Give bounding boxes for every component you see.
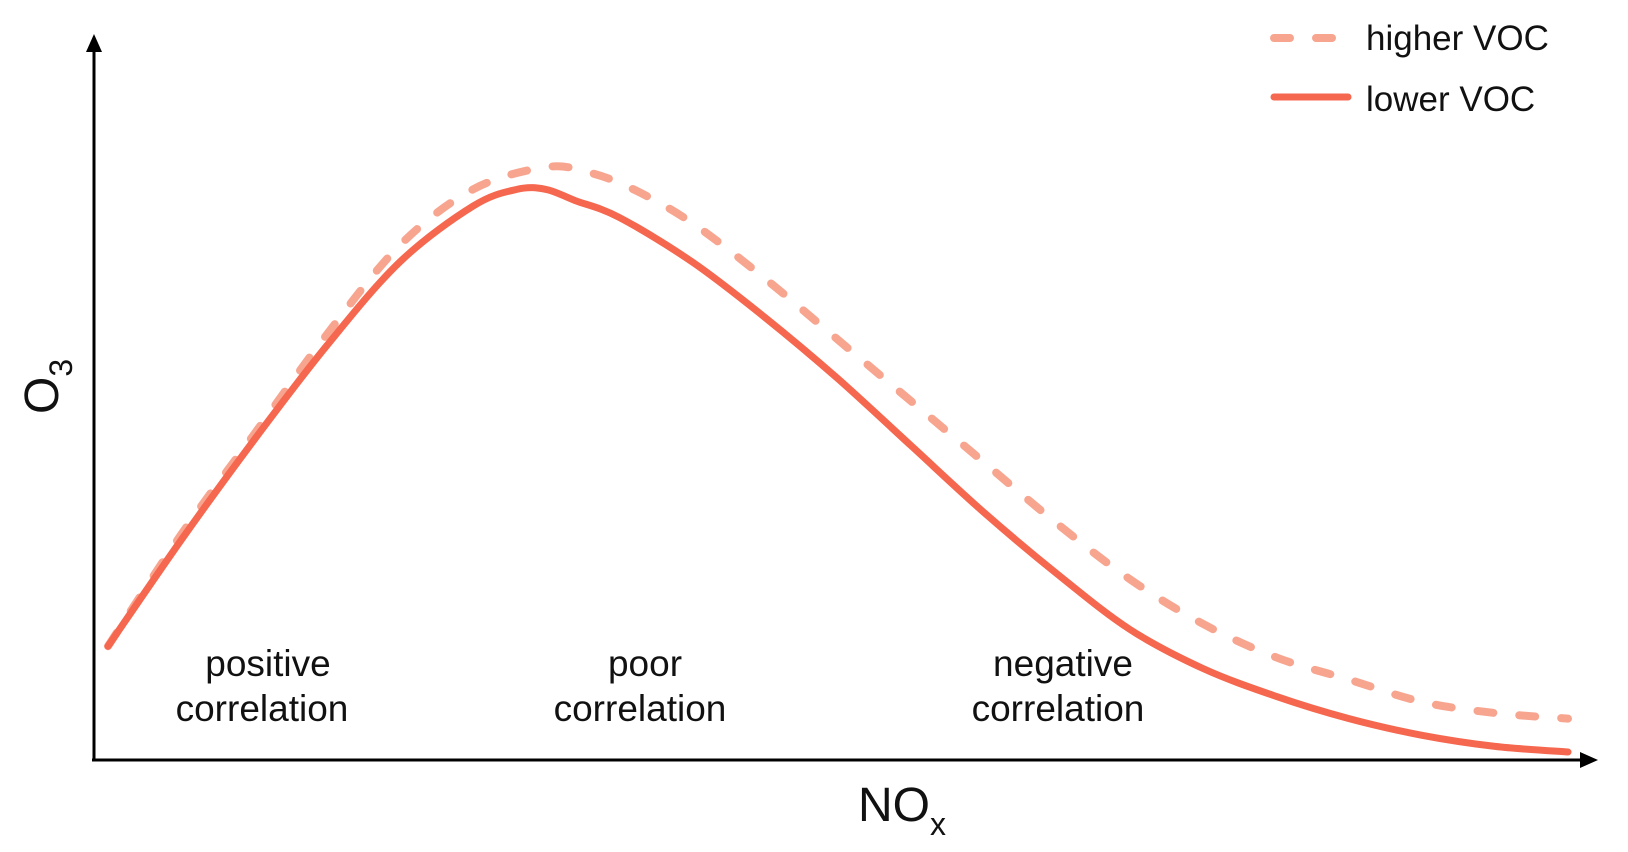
legend: higher VOC lower VOC [1270, 19, 1549, 119]
annotation-positive: positive correlation [176, 643, 349, 729]
x-axis-label-main: NO [858, 779, 930, 832]
y-axis-label-main: O [16, 377, 69, 414]
annotation-negative: negative correlation [972, 643, 1145, 729]
x-axis-arrowhead [1580, 752, 1598, 768]
annotation-positive-line1: positive [205, 643, 330, 684]
annotation-negative-line1: negative [993, 643, 1133, 684]
y-axis-label-sub: 3 [43, 359, 79, 377]
series-line-lower-voc [104, 184, 1572, 756]
annotation-poor-line2: correlation [554, 688, 727, 729]
annotation-poor-line1: poor [608, 643, 682, 684]
x-axis-label: NOx [858, 779, 946, 842]
x-axis-label-sub: x [930, 806, 946, 842]
y-axis-arrowhead [86, 34, 102, 52]
annotation-negative-line2: correlation [972, 688, 1145, 729]
legend-label-lower-voc: lower VOC [1366, 80, 1535, 119]
series-line-higher-voc [104, 162, 1572, 723]
axes [86, 34, 1598, 768]
annotation-poor: poor correlation [554, 643, 727, 729]
annotation-positive-line2: correlation [176, 688, 349, 729]
y-axis-label: O3 [16, 359, 79, 414]
legend-label-higher-voc: higher VOC [1366, 19, 1549, 58]
